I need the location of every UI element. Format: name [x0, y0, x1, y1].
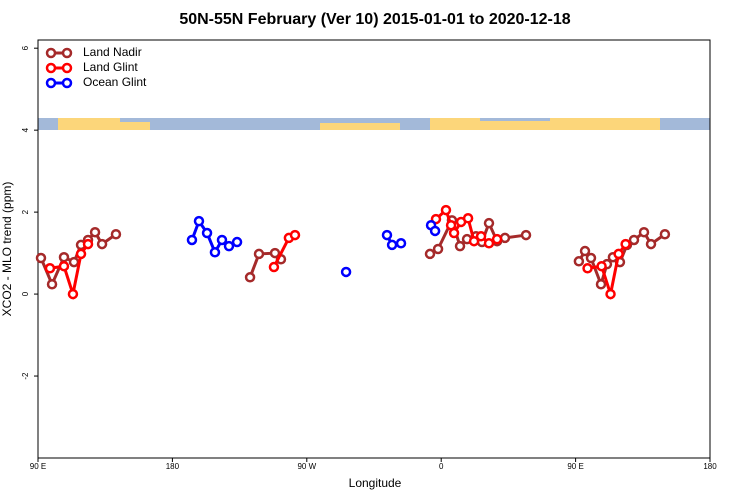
- point: [193, 215, 205, 227]
- ocean-band: [120, 118, 160, 122]
- series-line: [39, 216, 666, 289]
- point: [659, 228, 671, 240]
- ocean-band: [660, 118, 710, 130]
- point: [67, 288, 79, 300]
- y-tick-label: 0: [21, 291, 30, 296]
- point: [269, 247, 281, 259]
- point: [82, 238, 94, 250]
- y-tick-label: 2: [21, 209, 30, 214]
- point: [620, 238, 631, 250]
- point: [395, 238, 407, 249]
- y-tick-label: 6: [21, 45, 30, 50]
- point: [186, 234, 198, 246]
- ocean-band: [480, 118, 550, 121]
- ocean-band: [320, 118, 400, 123]
- x-axis-label: Longitude: [349, 476, 402, 490]
- point: [58, 251, 70, 263]
- point: [46, 278, 58, 290]
- point: [628, 234, 640, 246]
- point: [231, 236, 243, 248]
- x-tick-label: 180: [166, 462, 180, 471]
- point: [499, 232, 511, 244]
- point: [638, 226, 650, 238]
- x-tick-label: 180: [703, 462, 717, 471]
- series-line: [49, 207, 627, 301]
- point: [595, 278, 607, 290]
- x-tick-label: 90 E: [30, 462, 46, 471]
- legend-marker: [61, 47, 73, 59]
- point: [89, 226, 101, 238]
- legend-marker: [45, 62, 57, 74]
- point: [573, 256, 585, 267]
- point: [483, 238, 495, 249]
- point: [520, 229, 532, 241]
- point: [605, 288, 616, 300]
- x-tick-label: 90 E: [567, 462, 583, 471]
- x-tick-label: 90 W: [297, 462, 316, 471]
- y-axis-label: XCO2 - MLO trend (ppm): [0, 182, 14, 317]
- point: [110, 228, 122, 240]
- point: [645, 238, 657, 250]
- y-tick-label: -2: [21, 372, 30, 380]
- point: [340, 266, 352, 278]
- legend-label: Land Nadir: [83, 45, 142, 59]
- point: [475, 231, 487, 242]
- point: [579, 245, 591, 257]
- point: [289, 229, 301, 241]
- point: [432, 243, 444, 255]
- point: [253, 248, 265, 260]
- point: [454, 240, 466, 252]
- point: [44, 263, 56, 274]
- point: [58, 260, 70, 272]
- point: [268, 261, 280, 273]
- point: [209, 247, 221, 258]
- point: [448, 227, 460, 239]
- point: [381, 229, 393, 241]
- ocean-band: [150, 118, 320, 130]
- legend-label: Land Glint: [83, 60, 138, 74]
- legend-marker: [45, 77, 57, 89]
- point: [596, 260, 607, 272]
- point: [96, 238, 108, 250]
- point: [35, 252, 47, 264]
- point: [582, 263, 593, 274]
- point: [440, 204, 452, 216]
- point: [201, 227, 213, 239]
- point: [462, 213, 474, 224]
- point: [424, 248, 436, 260]
- ocean-band: [38, 118, 58, 130]
- point: [216, 234, 228, 246]
- point: [483, 217, 495, 229]
- y-tick-label: 4: [21, 127, 30, 132]
- point: [468, 235, 480, 247]
- ocean-band: [400, 118, 430, 130]
- point: [491, 233, 503, 245]
- point: [429, 225, 441, 237]
- map-strip: [38, 118, 710, 130]
- plot-frame: [37, 39, 711, 459]
- x-tick-label: 0: [439, 462, 444, 471]
- point: [68, 256, 80, 268]
- point: [585, 252, 597, 264]
- legend-marker: [61, 77, 73, 89]
- chart-title: 50N-55N February (Ver 10) 2015-01-01 to …: [179, 11, 570, 28]
- point: [75, 248, 87, 260]
- legend-marker: [61, 62, 73, 74]
- point: [386, 239, 398, 251]
- point: [223, 240, 235, 252]
- legend-label: Ocean Glint: [83, 75, 147, 89]
- point: [613, 248, 624, 260]
- legend-marker: [45, 47, 57, 59]
- point: [244, 272, 256, 283]
